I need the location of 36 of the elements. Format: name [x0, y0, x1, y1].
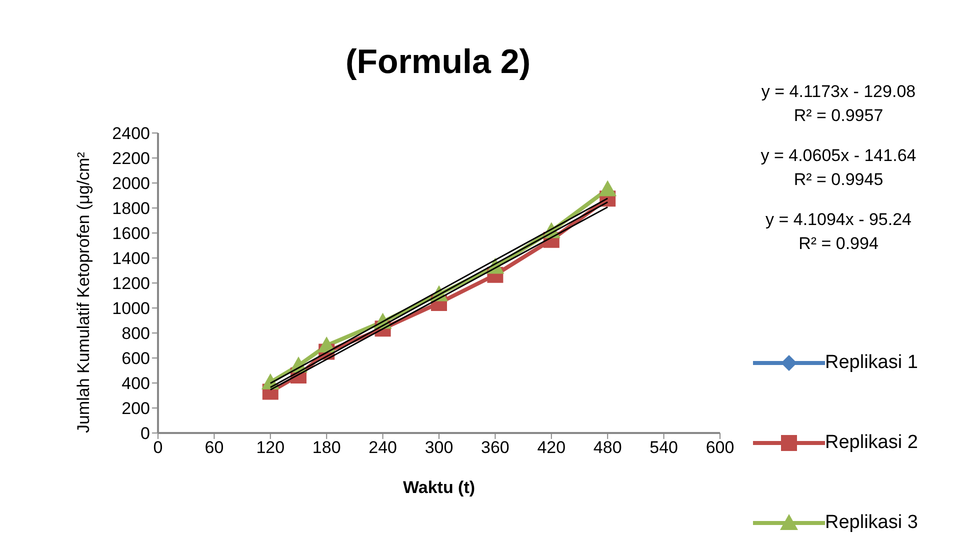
x-tick-label: 420 [537, 438, 566, 458]
y-tick-label: 400 [122, 374, 150, 394]
x-tick-label: 540 [650, 438, 678, 458]
x-tick-label: 300 [424, 438, 454, 458]
x-tick-label: 0 [153, 438, 163, 458]
y-tick-label: 2000 [112, 174, 150, 194]
x-tick-label: 600 [706, 438, 734, 458]
y-tick-label: 200 [122, 399, 150, 418]
x-tick-label: 240 [368, 438, 397, 458]
x-axis-title: Waktu (t) [402, 478, 476, 497]
text: y = 4.0605x - 141.64 [760, 146, 916, 165]
text: R² = 0.9945 [794, 170, 884, 189]
legend-label: Replikasi 1 [825, 352, 918, 374]
x-tick-label: 60 [204, 438, 224, 458]
y-tick-label: 2400 [112, 124, 150, 144]
text: R² = 0.994 [798, 234, 878, 253]
y-tick-label: 1200 [112, 274, 150, 294]
text: y = 4.1094x - 95.24 [765, 210, 912, 229]
y-tick-label: 0 [140, 424, 150, 444]
y-tick-label: 2200 [112, 149, 150, 168]
legend-label: Replikasi 3 [825, 512, 918, 534]
y-tick-label: 800 [122, 324, 150, 344]
x-tick-label: 120 [256, 438, 285, 458]
y-tick-label: 1000 [112, 299, 150, 318]
y-tick-label: 600 [122, 349, 150, 368]
x-tick-label: 180 [312, 438, 341, 458]
y-tick-label: 1600 [112, 224, 150, 244]
y-axis-title: Jumlah Kumulatif Ketoprofen (μg/cm² [74, 152, 94, 433]
x-tick-label: 480 [593, 438, 622, 458]
x-tick-label: 360 [481, 438, 510, 458]
text: R² = 0.9957 [794, 106, 884, 125]
y-tick-label: 1800 [112, 199, 150, 218]
y-tick-label: 1400 [112, 249, 150, 268]
legend-label: Replikasi 2 [825, 432, 918, 454]
text: y = 4.1173x - 129.08 [761, 82, 916, 101]
chart-title: (Formula 2) [344, 43, 532, 82]
